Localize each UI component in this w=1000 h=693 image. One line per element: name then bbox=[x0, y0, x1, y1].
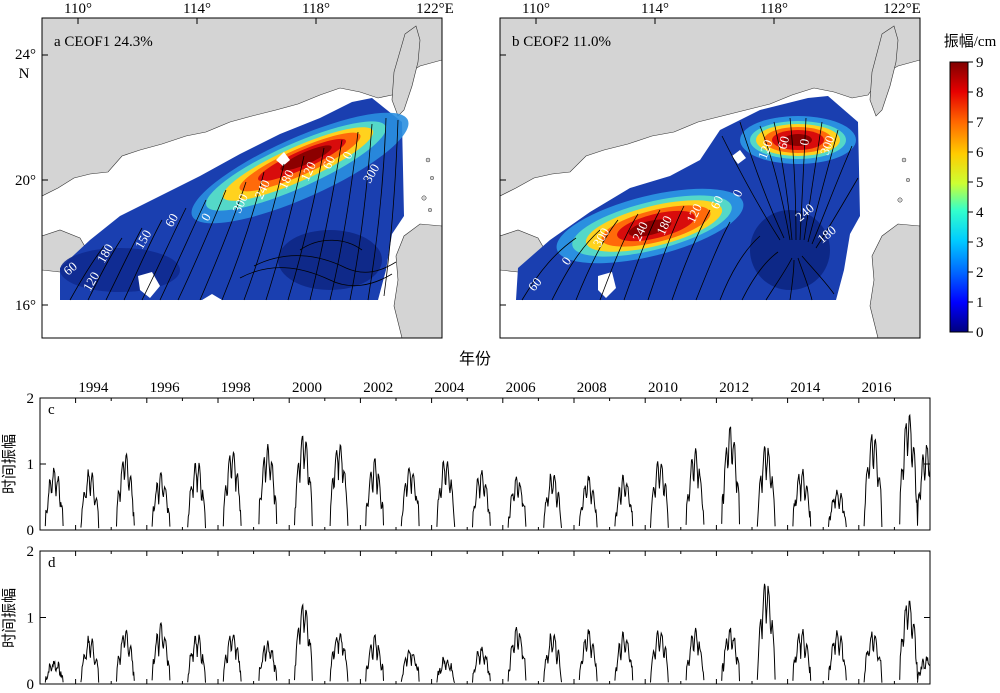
contour-label: 60 bbox=[707, 193, 726, 211]
ts-d-series-line bbox=[44, 583, 930, 683]
year-tick-label: 1994 bbox=[78, 380, 109, 396]
contour-label: 180 bbox=[275, 167, 297, 191]
contour-label: 60 bbox=[162, 211, 181, 230]
year-tick-label: 2012 bbox=[719, 380, 749, 396]
lon-tick-label: 110° bbox=[522, 1, 550, 17]
contour-label: 180 bbox=[653, 213, 675, 237]
ts-d-yticks: 2 1 0 bbox=[27, 544, 930, 693]
map-b-land-taiwan bbox=[869, 25, 899, 117]
ts-c-yticks: 2 1 0 bbox=[27, 391, 930, 539]
ts-c-xticks bbox=[39, 398, 931, 530]
lon-tick-label: 122°E bbox=[883, 1, 921, 17]
map-b-land-luzon bbox=[869, 223, 920, 338]
colorbar-tick-label: 2 bbox=[976, 265, 984, 281]
map-a-contours bbox=[69, 117, 399, 301]
ts-c-panel: c 时间振幅 2 1 0 bbox=[1, 391, 931, 539]
ts-c-frame bbox=[39, 397, 931, 531]
lat-unit-label: N bbox=[19, 66, 30, 82]
lat-tick-label: 20° bbox=[15, 173, 36, 189]
map-b-contours bbox=[521, 117, 859, 301]
ts-c-series-line bbox=[44, 413, 930, 529]
year-tick-label: 2006 bbox=[506, 380, 537, 396]
lon-tick-label: 118° bbox=[302, 1, 330, 17]
year-axis-title: 年份 bbox=[459, 350, 491, 368]
colorbar-tick-label: 9 bbox=[976, 55, 984, 71]
contour-label: 60 bbox=[319, 153, 338, 171]
map-latitude-ticks: 24° N 20° 16° bbox=[15, 47, 36, 314]
colorbar-title: 振幅/cm bbox=[944, 33, 997, 50]
year-tick-label: 2002 bbox=[363, 380, 393, 396]
y-tick-label: 0 bbox=[27, 523, 35, 539]
y-tick-label: 1 bbox=[27, 457, 35, 473]
map-tick-marks bbox=[42, 18, 775, 306]
ts-d-xticks bbox=[39, 551, 931, 684]
year-tick-label: 1998 bbox=[221, 380, 251, 396]
ts-d-frame bbox=[39, 550, 931, 685]
map-a-land-luzon bbox=[393, 223, 442, 338]
map-b-label: b CEOF2 11.0% bbox=[512, 34, 611, 50]
ts-c-label: c bbox=[48, 402, 55, 418]
contour-label: 120 bbox=[755, 138, 776, 161]
year-tick-label: 2010 bbox=[648, 380, 678, 396]
year-tick-label: 2016 bbox=[862, 380, 893, 396]
map-a-land-taiwan bbox=[391, 25, 421, 117]
lon-tick-label: 110° bbox=[64, 1, 92, 17]
colorbar-gradient bbox=[949, 61, 969, 333]
colorbar-tick-label: 0 bbox=[976, 325, 984, 341]
y-tick-label: 0 bbox=[27, 677, 35, 693]
lon-tick-label: 122°E bbox=[416, 1, 454, 17]
year-tick-label: 2014 bbox=[790, 380, 821, 396]
colorbar: 振幅/cm 9 8 7 6 5 4 3 2 1 0 bbox=[944, 33, 997, 341]
colorbar-tick-label: 8 bbox=[976, 85, 984, 101]
year-tick-label: 2004 bbox=[434, 380, 465, 396]
map-a: 60 120 180 150 60 0 300 240 180 120 60 0… bbox=[41, 17, 443, 339]
contour-label: 300 bbox=[229, 191, 251, 215]
contour-label: 240 bbox=[251, 177, 273, 201]
lon-tick-label: 114° bbox=[183, 1, 211, 17]
contour-label: 300 bbox=[817, 134, 838, 157]
lat-tick-label: 16° bbox=[15, 298, 36, 314]
colorbar-tick-label: 3 bbox=[976, 235, 984, 251]
year-tick-label: 2008 bbox=[577, 380, 607, 396]
colorbar-tick-label: 5 bbox=[976, 175, 984, 191]
contour-label: 0 bbox=[796, 138, 812, 147]
lat-tick-label: 24° bbox=[15, 47, 36, 63]
map-b: 60 0 300 240 180 120 60 0 120 60 0 300 2… bbox=[499, 17, 921, 339]
contour-label: 120 bbox=[683, 201, 705, 225]
colorbar-ticks: 9 8 7 6 5 4 3 2 1 0 bbox=[968, 55, 984, 341]
colorbar-tick-label: 1 bbox=[976, 295, 984, 311]
map-longitude-ticks: 110° 114° 118° 122°E 110° 114° 118° 122°… bbox=[64, 1, 921, 17]
colorbar-tick-label: 7 bbox=[976, 115, 984, 131]
lon-tick-label: 118° bbox=[760, 1, 788, 17]
ts-d-label: d bbox=[48, 555, 56, 571]
ts-d-panel: d 时间振幅 2 1 0 bbox=[1, 544, 931, 693]
contour-label: 240 bbox=[629, 219, 651, 243]
ts-c-ylabel: 时间振幅 bbox=[1, 434, 18, 494]
ts-d-ylabel: 时间振幅 bbox=[1, 588, 18, 648]
y-tick-label: 1 bbox=[27, 611, 35, 627]
colorbar-tick-label: 6 bbox=[976, 145, 984, 161]
map-a-contour-labels: 60 120 180 150 60 0 300 240 180 120 60 0… bbox=[60, 149, 382, 293]
y-tick-label: 2 bbox=[27, 544, 35, 560]
contour-label: 60 bbox=[774, 134, 792, 150]
colorbar-tick-label: 4 bbox=[976, 205, 984, 221]
year-tick-label: 1996 bbox=[150, 380, 181, 396]
y-tick-label: 2 bbox=[27, 391, 35, 407]
map-a-label: a CEOF1 24.3% bbox=[54, 34, 153, 50]
year-tick-label: 2000 bbox=[292, 380, 322, 396]
year-tick-labels: 1994 1996 1998 2000 2002 2004 2006 2008 2010 2012… bbox=[78, 380, 892, 396]
lon-tick-label: 114° bbox=[641, 1, 669, 17]
contour-label: 120 bbox=[297, 159, 319, 183]
